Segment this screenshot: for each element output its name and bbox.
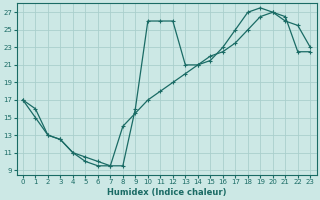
X-axis label: Humidex (Indice chaleur): Humidex (Indice chaleur) <box>107 188 226 197</box>
